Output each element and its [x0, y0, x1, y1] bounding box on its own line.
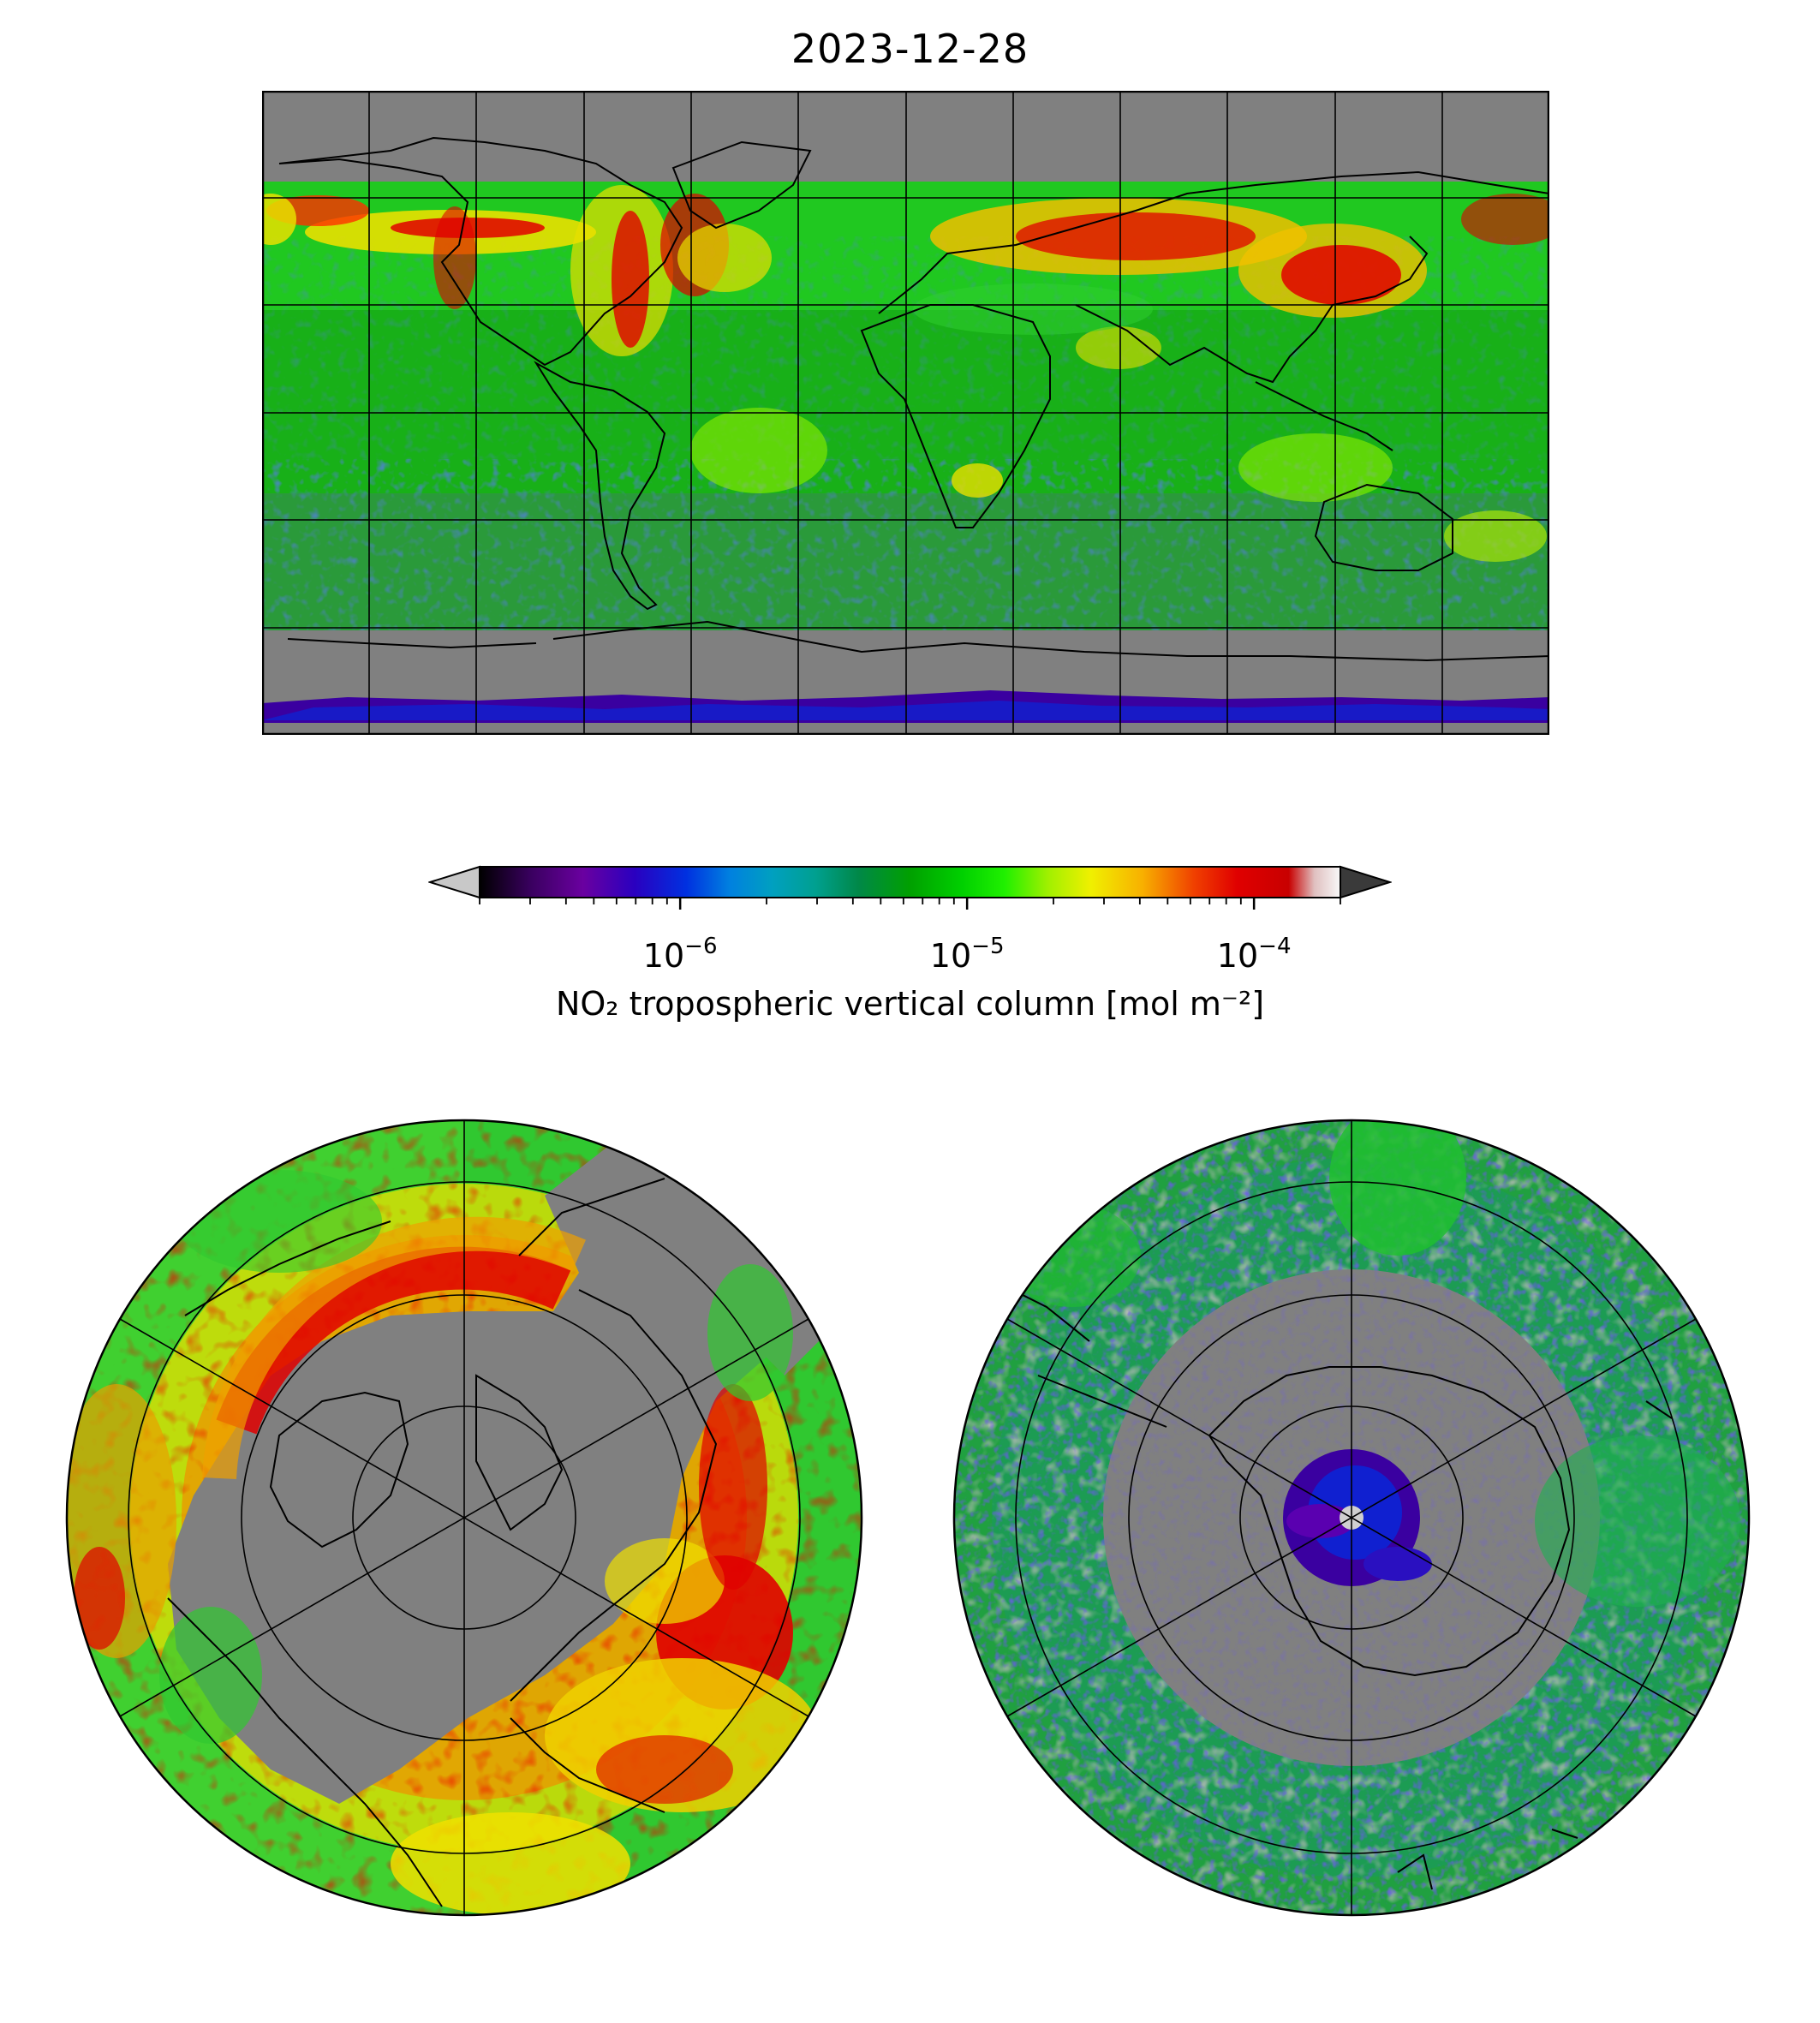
north-no-data — [168, 1179, 785, 1804]
colorbar: 10−6 10−5 10−4 NO₂ tropospheric vertical c… — [427, 865, 1393, 1053]
south-coastlines — [994, 1280, 1673, 1890]
colorbar-over-arrow — [1340, 865, 1393, 899]
colorbar-under-arrow — [427, 865, 480, 899]
world-map — [262, 91, 1549, 735]
colorbar-graphic — [427, 865, 1393, 910]
colorbar-label: NO₂ tropospheric vertical column [mol m⁻… — [555, 985, 1265, 1023]
north-coastlines — [167, 1178, 718, 1907]
south-frame — [952, 1119, 1751, 1917]
colorbar-tick-label: 10−6 — [642, 934, 718, 975]
colorbar-tick-label: 10−4 — [1216, 934, 1292, 975]
world-frame — [262, 91, 1549, 735]
world-gridlines — [262, 91, 1549, 735]
north-polar-map — [65, 1119, 863, 1917]
south-polar-map — [952, 1119, 1751, 1917]
colorbar-ramp — [479, 866, 1341, 898]
north-frame — [65, 1119, 863, 1917]
south-graticule — [1006, 1120, 1697, 1915]
figure-title: 2023-12-28 — [791, 26, 1029, 72]
colorbar-tick-label: 10−5 — [929, 934, 1005, 975]
north-graticule — [119, 1120, 809, 1915]
colorbar-ticks — [479, 898, 1341, 910]
